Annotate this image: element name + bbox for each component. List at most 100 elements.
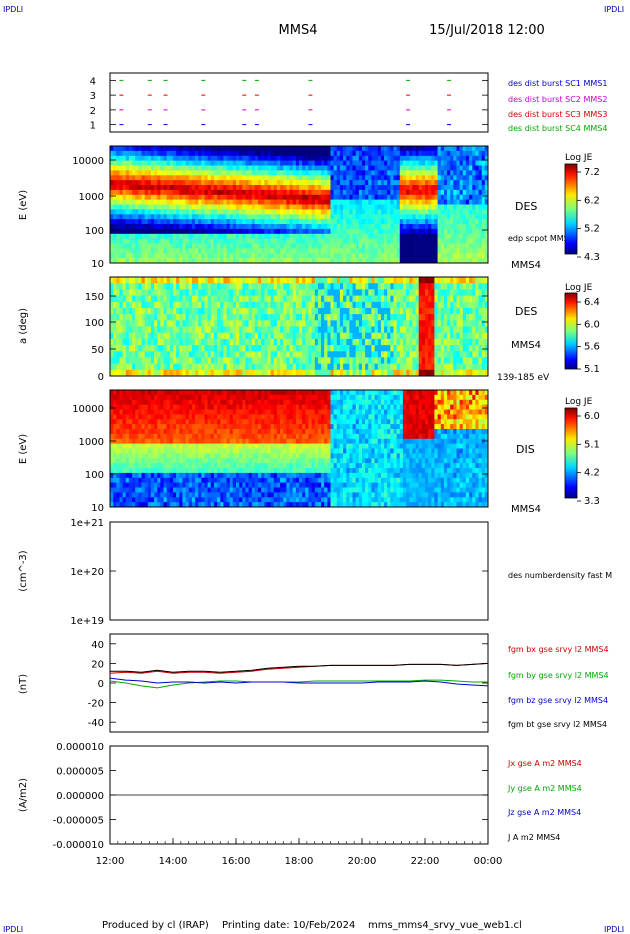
- spectrogram-cell: [462, 175, 467, 181]
- spectrogram-cell: [147, 170, 152, 176]
- spectrogram-cell: [409, 357, 413, 364]
- spectrogram-cell: [390, 194, 394, 201]
- spectrogram-cell: [409, 320, 413, 327]
- spectrogram-cell: [116, 357, 120, 364]
- spectrogram-cell: [428, 277, 432, 284]
- spectrogram-cell: [286, 224, 290, 230]
- spectrogram-cell: [399, 146, 404, 152]
- spectrogram-cell: [283, 357, 287, 364]
- spectrogram-cell: [330, 301, 334, 309]
- spectrogram-cell: [286, 155, 290, 162]
- spectrogram-cell: [254, 369, 259, 377]
- spectrogram-cell: [447, 228, 451, 235]
- spectrogram-cell: [147, 175, 152, 181]
- spectrogram-cell: [144, 363, 149, 371]
- spectrogram-cell: [327, 224, 331, 230]
- spectrogram-cell: [110, 345, 114, 352]
- spectrogram-cell: [295, 243, 300, 249]
- spectrogram-cell: [217, 189, 221, 196]
- spectrogram-cell: [443, 228, 448, 235]
- spectrogram-cell: [324, 253, 328, 259]
- spectrogram-cell: [150, 289, 155, 296]
- spectrogram-cell: [475, 332, 479, 340]
- spectrogram-cell: [469, 150, 473, 157]
- spectrogram-cell: [311, 248, 316, 254]
- spectrogram-cell: [399, 326, 404, 334]
- spectrogram-cell: [245, 165, 249, 171]
- spectrogram-cell: [147, 155, 152, 162]
- spectrogram-cell: [339, 248, 344, 254]
- spectrogram-cell: [119, 363, 123, 371]
- spectrogram-cell: [327, 180, 331, 186]
- spectrogram-cell: [270, 180, 275, 186]
- spectrogram-cell: [273, 146, 278, 152]
- spectrogram-cell: [201, 146, 205, 152]
- spectrogram-cell: [336, 338, 341, 346]
- spectrogram-cell: [141, 301, 145, 309]
- spectrogram-cell: [481, 233, 486, 240]
- spectrogram-cell: [469, 165, 473, 171]
- spectrogram-cell: [116, 320, 120, 327]
- spectrogram-cell: [220, 253, 224, 259]
- spectrogram-cell: [176, 204, 180, 210]
- spectrogram-cell: [239, 314, 243, 321]
- spectrogram-cell: [399, 238, 404, 244]
- spectrogram-cell: [138, 175, 142, 181]
- spectrogram-cell: [254, 314, 259, 321]
- spectrogram-cell: [258, 277, 262, 284]
- spectrogram-cell: [421, 243, 426, 249]
- spectrogram-cell: [406, 243, 410, 249]
- spectrogram-cell: [308, 228, 312, 235]
- spectrogram-cell: [456, 224, 460, 230]
- spectrogram-cell: [437, 307, 442, 315]
- spectrogram-cell: [132, 155, 136, 162]
- spectrogram-cell: [182, 194, 186, 201]
- spectrogram-cell: [358, 214, 363, 220]
- spectrogram-cell: [399, 175, 404, 181]
- spectrogram-cell: [229, 369, 234, 377]
- spectrogram-cell: [371, 363, 375, 371]
- spectrogram-cell: [314, 238, 319, 244]
- spectrogram-cell: [305, 175, 309, 181]
- spectrogram-cell: [377, 314, 382, 321]
- spectrogram-cell: [481, 277, 486, 284]
- spectrogram-cell: [314, 209, 319, 215]
- spectrogram-cell: [122, 214, 127, 220]
- spectrogram-cell: [276, 238, 281, 244]
- spectrogram-cell: [236, 165, 240, 171]
- spectrogram-cell: [302, 314, 306, 321]
- spectrogram-cell: [349, 180, 353, 186]
- spectrogram-cell: [258, 238, 262, 244]
- spectrogram-cell: [270, 233, 275, 240]
- spectrogram-cell: [226, 214, 231, 220]
- spectrogram-cell: [258, 175, 262, 181]
- spectrogram-cell: [116, 453, 120, 459]
- spectrogram-cell: [276, 160, 281, 166]
- spectrogram-cell: [179, 351, 183, 358]
- spectrogram-cell: [469, 248, 473, 254]
- spectrogram-cell: [119, 314, 123, 321]
- spectrogram-cell: [217, 351, 221, 358]
- spectrogram-cell: [434, 357, 438, 364]
- spectrogram-cell: [431, 363, 435, 371]
- spectrogram-cell: [412, 320, 416, 327]
- spectrogram-cell: [150, 326, 155, 334]
- spectrogram-cell: [428, 165, 432, 171]
- spectrogram-cell: [409, 295, 413, 303]
- spectrogram-cell: [308, 165, 312, 171]
- spectrogram-cell: [425, 238, 429, 244]
- spectrogram-cell: [188, 219, 193, 225]
- spectrogram-cell: [362, 320, 366, 327]
- spectrogram-cell: [248, 155, 253, 162]
- spectrogram-cell: [220, 204, 224, 210]
- spectrogram-cell: [462, 150, 467, 157]
- spectrogram-cell: [399, 228, 404, 235]
- spectrogram-cell: [207, 185, 212, 191]
- spectrogram-cell: [258, 314, 262, 321]
- spectrogram-cell: [144, 185, 149, 191]
- spectrogram-cell: [437, 243, 442, 249]
- spectrogram-cell: [365, 165, 369, 171]
- spectrogram-cell: [431, 224, 435, 230]
- spectrogram-cell: [453, 326, 457, 334]
- spectrogram-cell: [368, 194, 372, 201]
